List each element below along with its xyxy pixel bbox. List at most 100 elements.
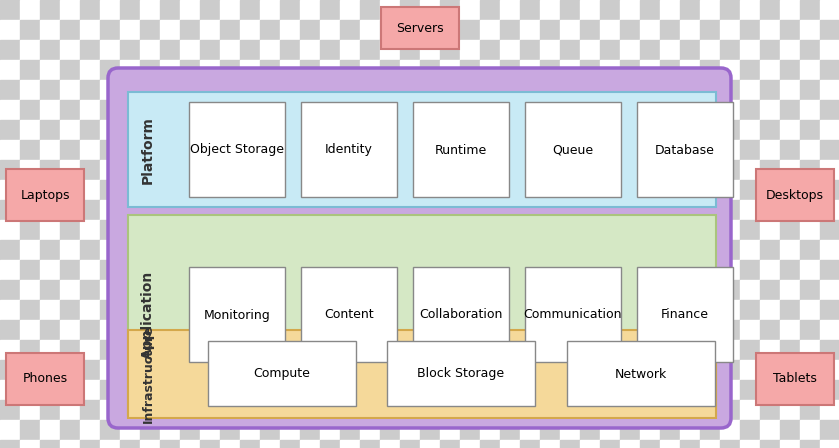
Bar <box>520 400 540 420</box>
Bar <box>380 340 400 360</box>
Bar <box>560 340 580 360</box>
Bar <box>300 280 320 300</box>
Bar <box>640 180 660 200</box>
Bar <box>340 380 360 400</box>
Bar <box>140 60 160 80</box>
Text: Communication: Communication <box>524 309 623 322</box>
Bar <box>240 120 260 140</box>
Bar <box>660 440 680 448</box>
Bar <box>400 260 420 280</box>
Bar <box>400 180 420 200</box>
Bar <box>140 340 160 360</box>
Bar <box>500 0 520 20</box>
Bar <box>120 380 140 400</box>
Bar <box>320 320 340 340</box>
Bar <box>0 0 20 20</box>
Bar <box>220 80 240 100</box>
Bar <box>600 80 620 100</box>
Bar <box>0 60 20 80</box>
Bar <box>760 220 780 240</box>
Bar <box>540 320 560 340</box>
Bar <box>160 100 180 120</box>
Bar <box>660 220 680 240</box>
Bar <box>200 420 220 440</box>
Bar <box>460 40 480 60</box>
Bar <box>680 400 700 420</box>
Bar <box>540 180 560 200</box>
Bar <box>120 160 140 180</box>
Bar <box>160 300 180 320</box>
Bar <box>0 80 20 100</box>
Bar <box>580 140 600 160</box>
Bar <box>680 40 700 60</box>
Bar <box>200 220 220 240</box>
Bar <box>820 80 839 100</box>
Bar <box>100 80 120 100</box>
Bar <box>220 140 240 160</box>
Bar <box>700 320 720 340</box>
Bar <box>800 60 820 80</box>
Bar <box>140 420 160 440</box>
Bar <box>580 360 600 380</box>
Bar <box>740 300 760 320</box>
Bar <box>220 380 240 400</box>
Bar <box>640 0 660 20</box>
Bar <box>260 80 280 100</box>
Bar <box>0 300 20 320</box>
Bar <box>420 260 440 280</box>
Bar <box>400 400 420 420</box>
Bar <box>660 360 680 380</box>
Bar <box>480 60 500 80</box>
Bar <box>340 260 360 280</box>
Bar <box>820 380 839 400</box>
Bar <box>520 300 540 320</box>
Bar <box>640 340 660 360</box>
Bar <box>680 280 700 300</box>
Bar <box>580 260 600 280</box>
Bar <box>640 120 660 140</box>
Bar <box>20 80 40 100</box>
Bar <box>637 103 733 198</box>
Bar <box>360 20 380 40</box>
Bar <box>780 380 800 400</box>
Bar <box>760 380 780 400</box>
Bar <box>240 0 260 20</box>
Bar <box>220 240 240 260</box>
Bar <box>0 360 20 380</box>
Bar <box>220 420 240 440</box>
Bar <box>340 20 360 40</box>
Bar <box>580 240 600 260</box>
Bar <box>660 0 680 20</box>
Text: Database: Database <box>655 143 715 156</box>
Bar <box>220 220 240 240</box>
Bar <box>40 0 60 20</box>
Bar <box>700 340 720 360</box>
Bar <box>520 40 540 60</box>
Bar <box>220 340 240 360</box>
Bar <box>540 20 560 40</box>
Bar <box>480 400 500 420</box>
Bar <box>500 440 520 448</box>
Bar <box>200 120 220 140</box>
Bar <box>260 280 280 300</box>
Bar <box>120 280 140 300</box>
Bar <box>420 40 440 60</box>
Bar <box>460 360 480 380</box>
Bar <box>600 440 620 448</box>
Bar <box>580 160 600 180</box>
Bar <box>140 320 160 340</box>
Bar <box>220 160 240 180</box>
Bar <box>240 280 260 300</box>
Bar <box>120 400 140 420</box>
Bar <box>520 260 540 280</box>
Bar <box>320 440 340 448</box>
Bar <box>700 160 720 180</box>
Bar <box>40 140 60 160</box>
Bar <box>680 300 700 320</box>
Bar <box>380 80 400 100</box>
Bar <box>780 40 800 60</box>
Bar <box>160 400 180 420</box>
Bar <box>300 360 320 380</box>
Bar <box>420 80 440 100</box>
Bar <box>240 380 260 400</box>
